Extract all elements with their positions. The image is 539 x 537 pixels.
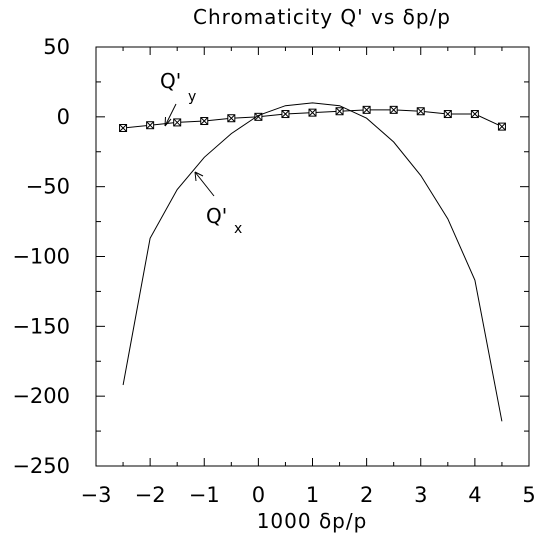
- data-point: [497, 122, 506, 131]
- data-point: [119, 124, 128, 133]
- x-tick-label: 2: [360, 483, 373, 507]
- data-point: [308, 108, 317, 117]
- annotation-qy-arrow: [164, 103, 177, 127]
- y-tick-label: −50: [26, 175, 70, 199]
- annotation-qx-main: Q': [206, 204, 227, 228]
- data-point: [200, 117, 209, 126]
- x-tick-label: −3: [81, 483, 112, 507]
- y-tick-label: 50: [43, 35, 70, 59]
- data-point: [227, 114, 236, 123]
- annotation-qy-arrowhead: [164, 116, 172, 127]
- data-point: [281, 110, 290, 119]
- x-tick-label: 4: [468, 483, 481, 507]
- annotation-qx-sub: x: [234, 221, 242, 237]
- x-tick-label: −1: [189, 483, 220, 507]
- y-tick-label: −150: [12, 314, 70, 338]
- data-point: [389, 105, 398, 114]
- tick-labels: −3 −2 −1 0 1 2 3 4 5 50 0 −50 −100 −150 −200 −250: [12, 35, 535, 507]
- data-point: [470, 110, 479, 119]
- data-point: [416, 107, 425, 116]
- chart-title: Chromaticity Q' vs δp/p: [193, 5, 451, 29]
- annotation-qx-arrowhead: [194, 171, 204, 182]
- data-point: [146, 121, 155, 130]
- data-point: [443, 110, 452, 119]
- annotation-qy-main: Q': [160, 69, 181, 93]
- x-tick-label: 5: [522, 483, 535, 507]
- y-tick-label: −200: [12, 384, 70, 408]
- x-tick-label: 3: [414, 483, 427, 507]
- x-axis-label: 1000 δp/p: [257, 509, 368, 533]
- annotation-qx-arrow: [194, 171, 215, 197]
- axis-ticks: [95, 46, 530, 467]
- y-tick-label: −100: [12, 245, 70, 269]
- x-tick-label: 1: [306, 483, 319, 507]
- x-tick-label: −2: [135, 483, 166, 507]
- annotation-qx: Q' x: [194, 171, 242, 237]
- data-point: [335, 107, 344, 116]
- annotation-qy: Q' y: [160, 69, 196, 127]
- series-line-1: [122, 102, 503, 422]
- data-point: [173, 118, 182, 127]
- y-tick-label: −250: [12, 454, 70, 478]
- annotation-qy-sub: y: [188, 89, 196, 105]
- data-point: [362, 105, 371, 114]
- y-tick-label: 0: [57, 105, 70, 129]
- series-layer: [119, 102, 506, 422]
- x-tick-label: 0: [252, 483, 265, 507]
